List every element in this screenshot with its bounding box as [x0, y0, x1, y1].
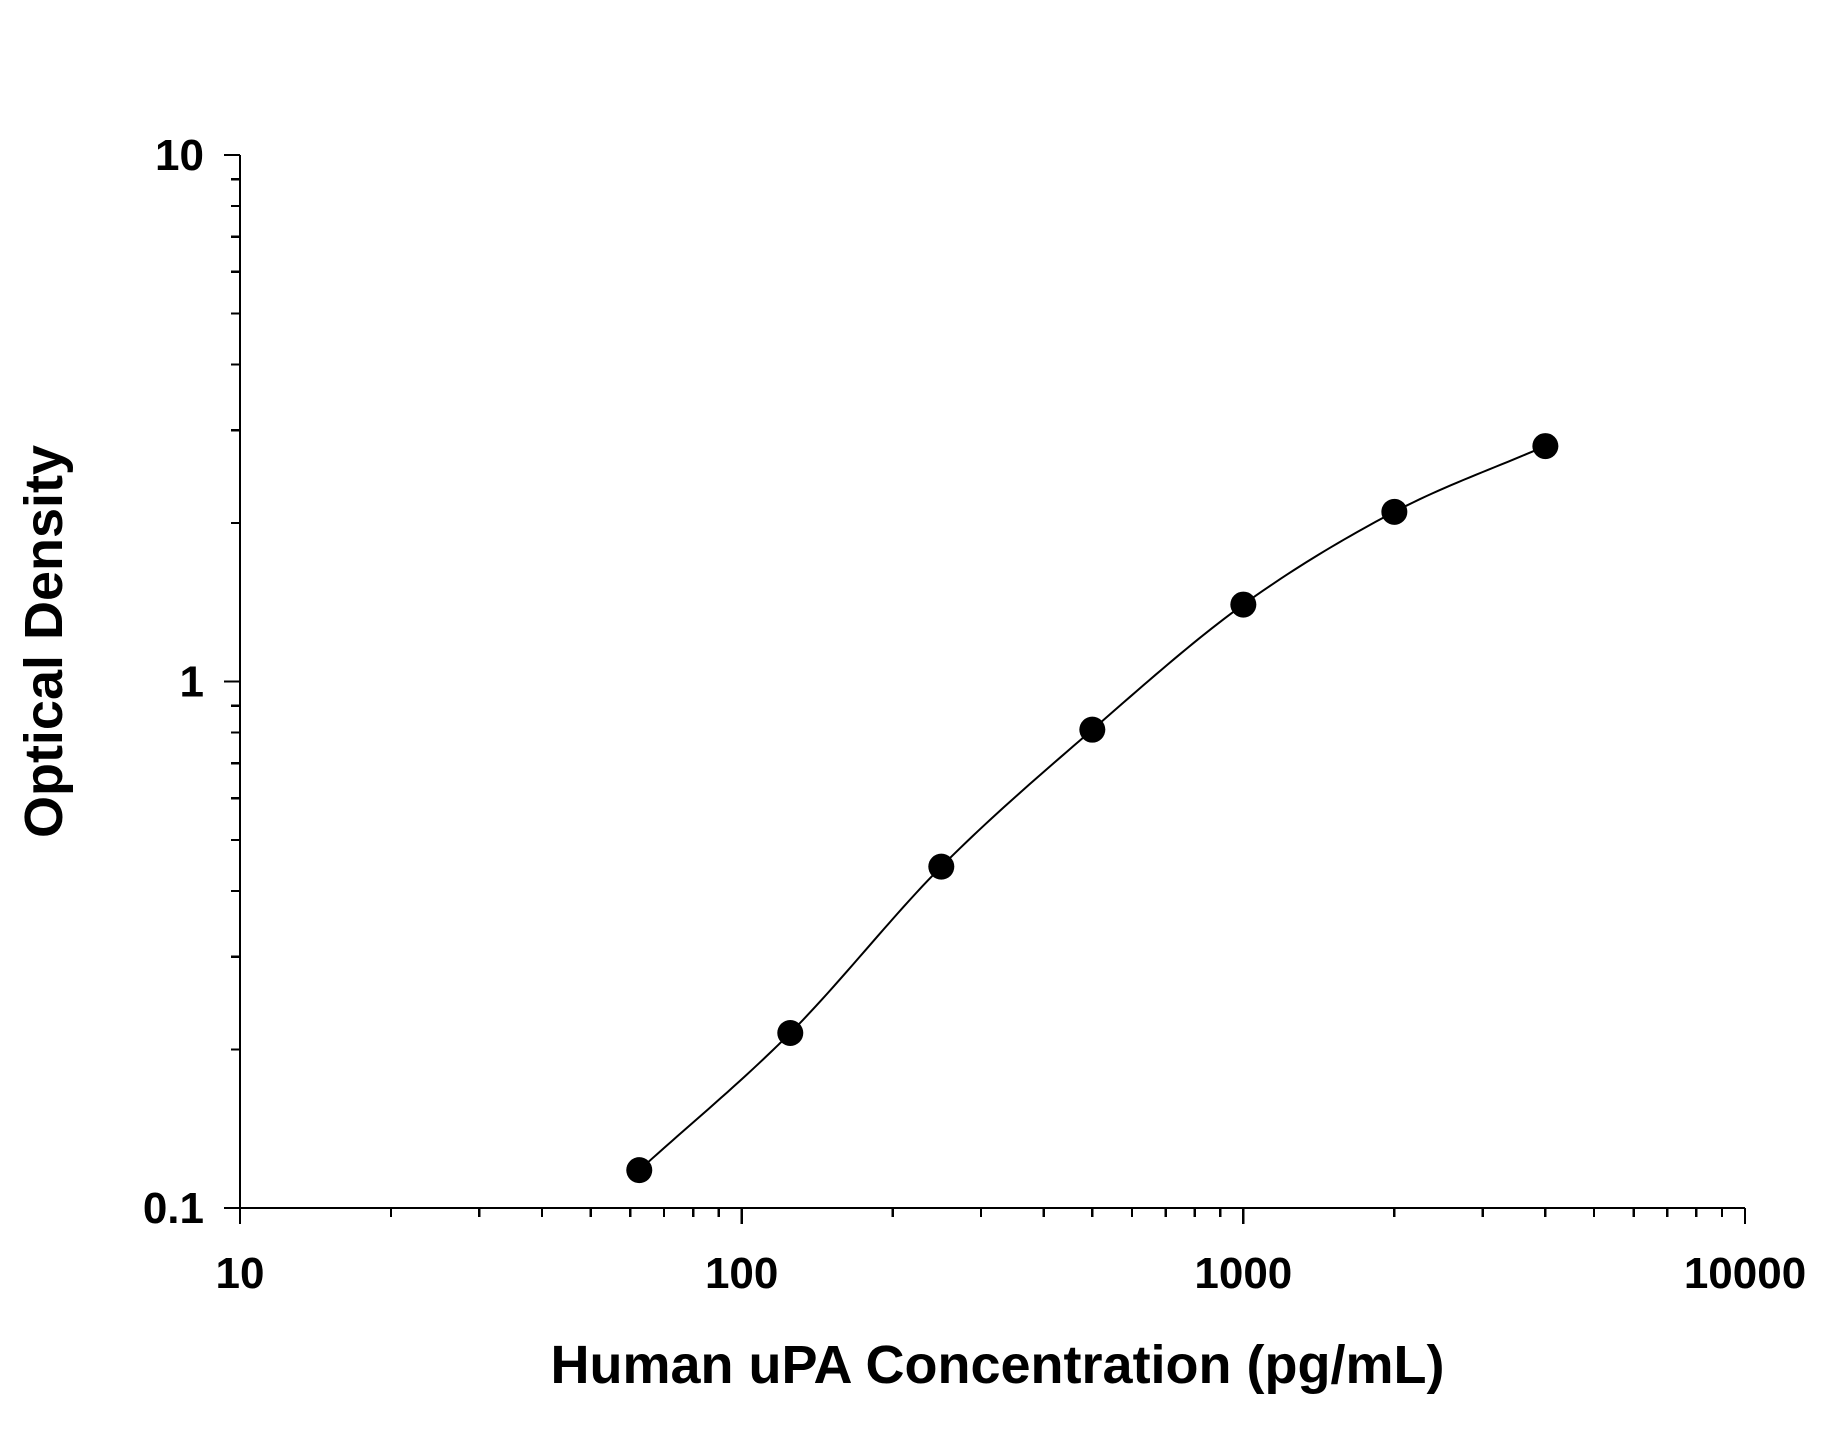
data-point — [777, 1019, 804, 1046]
x-tick-label: 100 — [705, 1249, 778, 1298]
y-tick-label: 10 — [155, 131, 204, 180]
points-group — [626, 433, 1559, 1184]
data-point — [1230, 591, 1257, 618]
data-point — [1079, 716, 1106, 743]
x-axis-title: Human uPA Concentration (pg/mL) — [551, 1335, 1445, 1395]
labels-group: Human uPA Concentration (pg/mL) Optical … — [14, 131, 1806, 1395]
curve-group — [638, 445, 1546, 1171]
y-tick-label: 1 — [180, 658, 204, 707]
data-point — [626, 1157, 653, 1184]
data-point — [928, 853, 955, 880]
data-point — [1381, 498, 1408, 525]
y-tick-label: 0.1 — [143, 1184, 204, 1233]
x-tick-label: 1000 — [1194, 1249, 1292, 1298]
data-point — [1532, 433, 1559, 460]
x-tick-label: 10000 — [1684, 1249, 1806, 1298]
x-tick-label: 10 — [216, 1249, 265, 1298]
y-axis-title: Optical Density — [14, 445, 74, 838]
fit-curve — [638, 445, 1546, 1171]
axes-group — [224, 153, 1747, 1224]
